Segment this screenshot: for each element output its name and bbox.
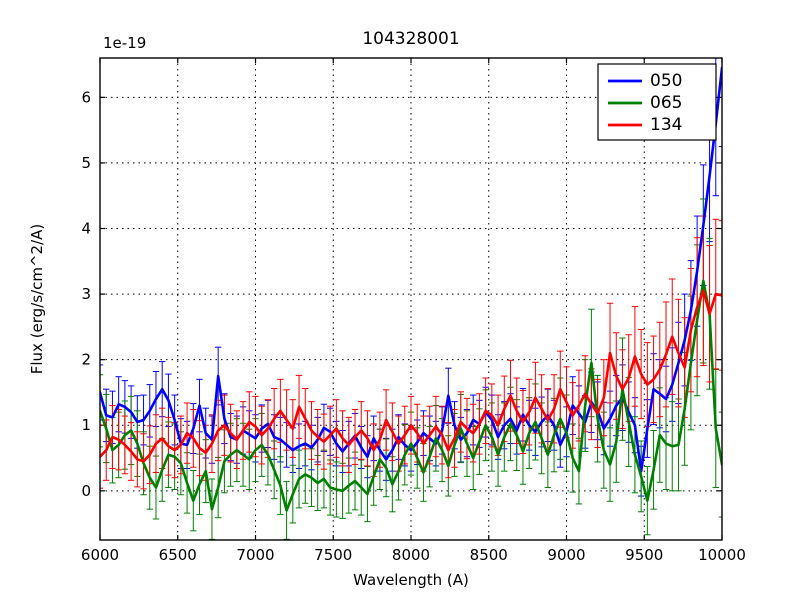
- legend-label-134[interactable]: 134: [650, 115, 682, 135]
- y-axis-title: Flux (erg/s/cm^2/A): [28, 224, 46, 375]
- y-tick-label: 1: [81, 416, 91, 434]
- axes-frame: [99, 57, 723, 541]
- page-title: 104328001: [362, 29, 459, 49]
- x-tick-label: 8500: [470, 546, 508, 564]
- y-tick-label: 0: [81, 482, 91, 500]
- legend-label-050[interactable]: 050: [650, 71, 682, 91]
- y-tick-label: 5: [81, 154, 91, 172]
- tick-labels: 6000 6500 7000 7500 8000 8500 9000 9500 10000 0 1 2…: [81, 88, 746, 564]
- y-tick-label: 2: [81, 351, 91, 369]
- x-axis-title: Wavelength (A): [353, 571, 469, 589]
- series-line-050: [100, 66, 722, 473]
- x-tick-label: 9500: [625, 546, 663, 564]
- x-tick-label: 10000: [698, 546, 746, 564]
- x-tick-label: 6500: [159, 546, 197, 564]
- y-tick-label: 6: [81, 88, 91, 106]
- legend-label-065[interactable]: 065: [650, 93, 682, 113]
- x-tick-label: 7000: [236, 546, 274, 564]
- data-series-group: [100, 58, 722, 540]
- y-tick-label: 3: [81, 285, 91, 303]
- x-tick-label: 6000: [81, 546, 119, 564]
- y-axis-offset-label: 1e-19: [103, 34, 146, 52]
- y-tick-label: 4: [81, 220, 91, 238]
- series-line-134: [100, 289, 722, 463]
- x-tick-label: 9000: [547, 546, 585, 564]
- x-tick-label: 7500: [314, 546, 352, 564]
- series-line-065: [100, 279, 722, 512]
- x-tick-label: 8000: [392, 546, 430, 564]
